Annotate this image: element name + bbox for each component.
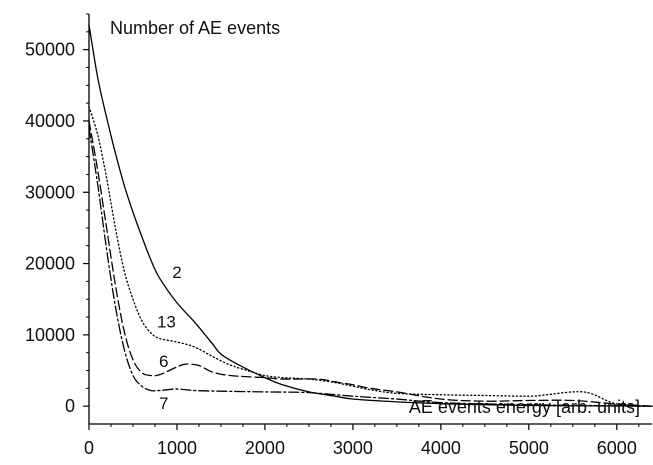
series-label-13: 13 [157,313,176,332]
series-line-2 [88,24,653,407]
y-tick-label: 40000 [25,111,75,131]
series-line-7 [88,127,653,407]
axes: 0 10000 20000 30000 40000 50000 0 1000 2000 3000 4… [25,13,652,458]
x-tick-label: 0 [84,438,94,458]
x-tick-label: 3000 [333,438,373,458]
y-tick-label: 30000 [25,182,75,202]
y-tick-label: 0 [65,396,75,416]
x-tick-label: 5000 [509,438,549,458]
series-label-2: 2 [172,263,181,282]
y-tick-label: 20000 [25,254,75,274]
y-tick-label: 10000 [25,325,75,345]
series-line-6 [88,120,653,407]
x-tick-label: 6000 [597,438,637,458]
x-axis-title: AE events energy [arb. units] [409,397,640,417]
x-tick-label: 2000 [245,438,285,458]
labels-layer: 2 13 6 7 [157,263,182,413]
series-label-7: 7 [159,394,168,413]
x-tick-label: 1000 [157,438,197,458]
y-axis-title: Number of AE events [110,18,280,38]
series-label-6: 6 [159,352,168,371]
series-line-13 [88,106,653,407]
series-layer [88,24,653,407]
x-tick-label: 4000 [421,438,461,458]
y-tick-label: 50000 [25,40,75,60]
